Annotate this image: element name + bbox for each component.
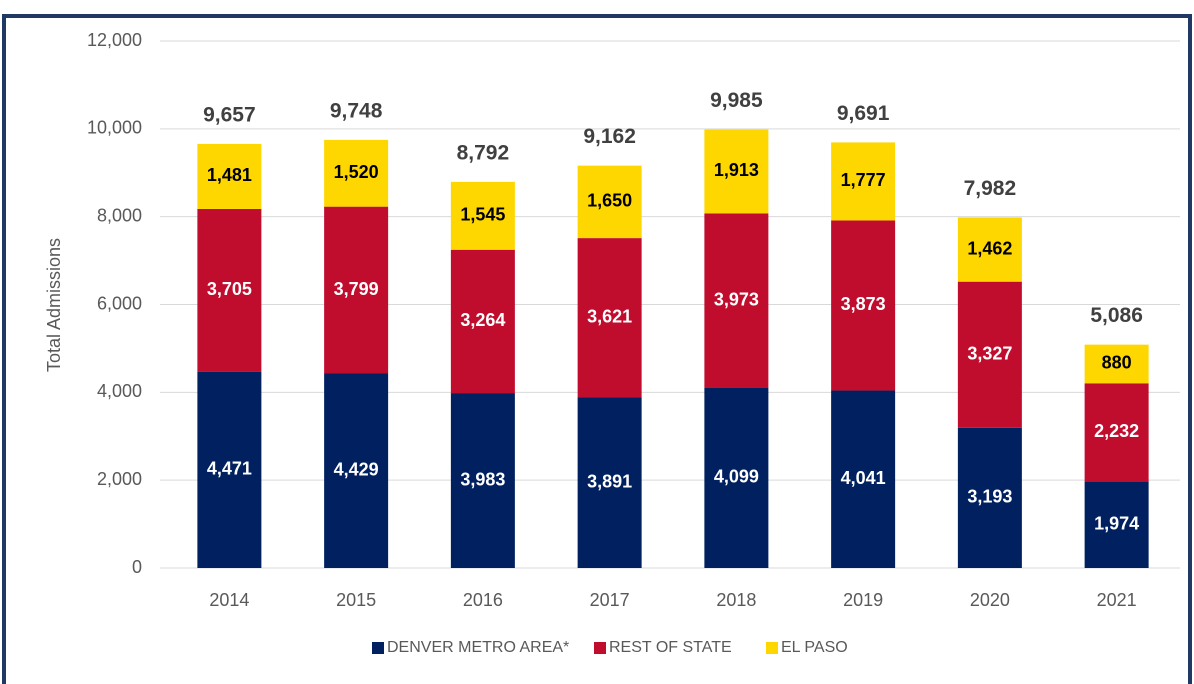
y-axis-label: Total Admissions (44, 238, 64, 372)
total-label: 9,162 (583, 125, 636, 148)
total-label: 5,086 (1090, 304, 1143, 327)
data-label: 1,462 (967, 238, 1012, 258)
bar-segment (450, 393, 515, 568)
x-tick-label: 2016 (463, 590, 503, 610)
total-label: 9,657 (203, 103, 256, 126)
bar-segment (957, 217, 1022, 282)
bar-segment (197, 208, 262, 372)
legend-label: DENVER METRO AREA* (387, 639, 569, 656)
bar-segment (704, 387, 769, 568)
legend-swatch (594, 642, 606, 654)
legend-label: REST OF STATE (609, 639, 732, 656)
total-label: 9,691 (837, 102, 890, 125)
data-label: 3,891 (587, 471, 632, 491)
data-label: 4,471 (207, 459, 252, 479)
legend-label: EL PASO (781, 639, 848, 656)
data-label: 3,873 (841, 294, 886, 314)
data-label: 1,520 (334, 162, 379, 182)
data-label: 3,705 (207, 279, 252, 299)
data-label: 1,545 (460, 205, 505, 225)
bar-segment (704, 213, 769, 388)
y-tick-label: 12,000 (87, 30, 142, 50)
bar-segment (957, 427, 1022, 568)
legend-swatch (766, 642, 778, 654)
bar-segment (831, 142, 896, 221)
x-tick-label: 2021 (1097, 590, 1137, 610)
bar-segment (577, 397, 642, 568)
bar-segment (450, 249, 515, 394)
x-tick-label: 2015 (336, 590, 376, 610)
data-label: 1,974 (1094, 513, 1139, 533)
data-label: 3,327 (967, 343, 1012, 363)
x-tick-label: 2018 (716, 590, 756, 610)
bar-segment (704, 129, 769, 214)
total-label: 7,982 (964, 177, 1017, 200)
bar-segment (577, 165, 642, 239)
x-tick-label: 2019 (843, 590, 883, 610)
bar-segment (577, 238, 642, 398)
y-tick-label: 4,000 (97, 381, 142, 401)
total-label: 8,792 (457, 141, 510, 164)
data-label: 1,481 (207, 165, 252, 185)
data-label: 3,973 (714, 289, 759, 309)
bar-segment (831, 390, 896, 568)
data-label: 1,777 (841, 170, 886, 190)
y-tick-label: 0 (132, 557, 142, 577)
bar-segment (831, 220, 896, 391)
x-tick-label: 2014 (209, 590, 249, 610)
data-label: 4,429 (334, 459, 379, 479)
bar-segment (1084, 344, 1149, 384)
data-label: 4,041 (841, 468, 886, 488)
y-tick-label: 6,000 (97, 293, 142, 313)
data-label: 880 (1102, 353, 1132, 373)
data-label: 1,913 (714, 160, 759, 180)
bar-segment (324, 373, 389, 568)
bar-segment (197, 143, 262, 209)
y-tick-label: 2,000 (97, 469, 142, 489)
y-tick-label: 10,000 (87, 118, 142, 138)
bar-segment (957, 281, 1022, 428)
x-tick-label: 2020 (970, 590, 1010, 610)
data-label: 3,799 (334, 279, 379, 299)
bar-segment (197, 371, 262, 568)
bar-segment (324, 206, 389, 374)
data-label: 1,650 (587, 191, 632, 211)
y-tick-label: 8,000 (97, 205, 142, 225)
bar-segment (1084, 481, 1149, 568)
bar-segment (1084, 383, 1149, 482)
total-label: 9,748 (330, 99, 383, 122)
x-tick-label: 2017 (590, 590, 630, 610)
data-label: 4,099 (714, 467, 759, 487)
data-label: 3,983 (460, 469, 505, 489)
total-label: 9,985 (710, 89, 763, 112)
data-label: 2,232 (1094, 421, 1139, 441)
frame (2, 14, 1192, 684)
legend-swatch (372, 642, 384, 654)
data-label: 3,193 (967, 487, 1012, 507)
data-label: 3,621 (587, 306, 632, 326)
data-label: 3,264 (460, 310, 505, 330)
bar-segment (324, 139, 389, 207)
bar-segment (450, 181, 515, 250)
